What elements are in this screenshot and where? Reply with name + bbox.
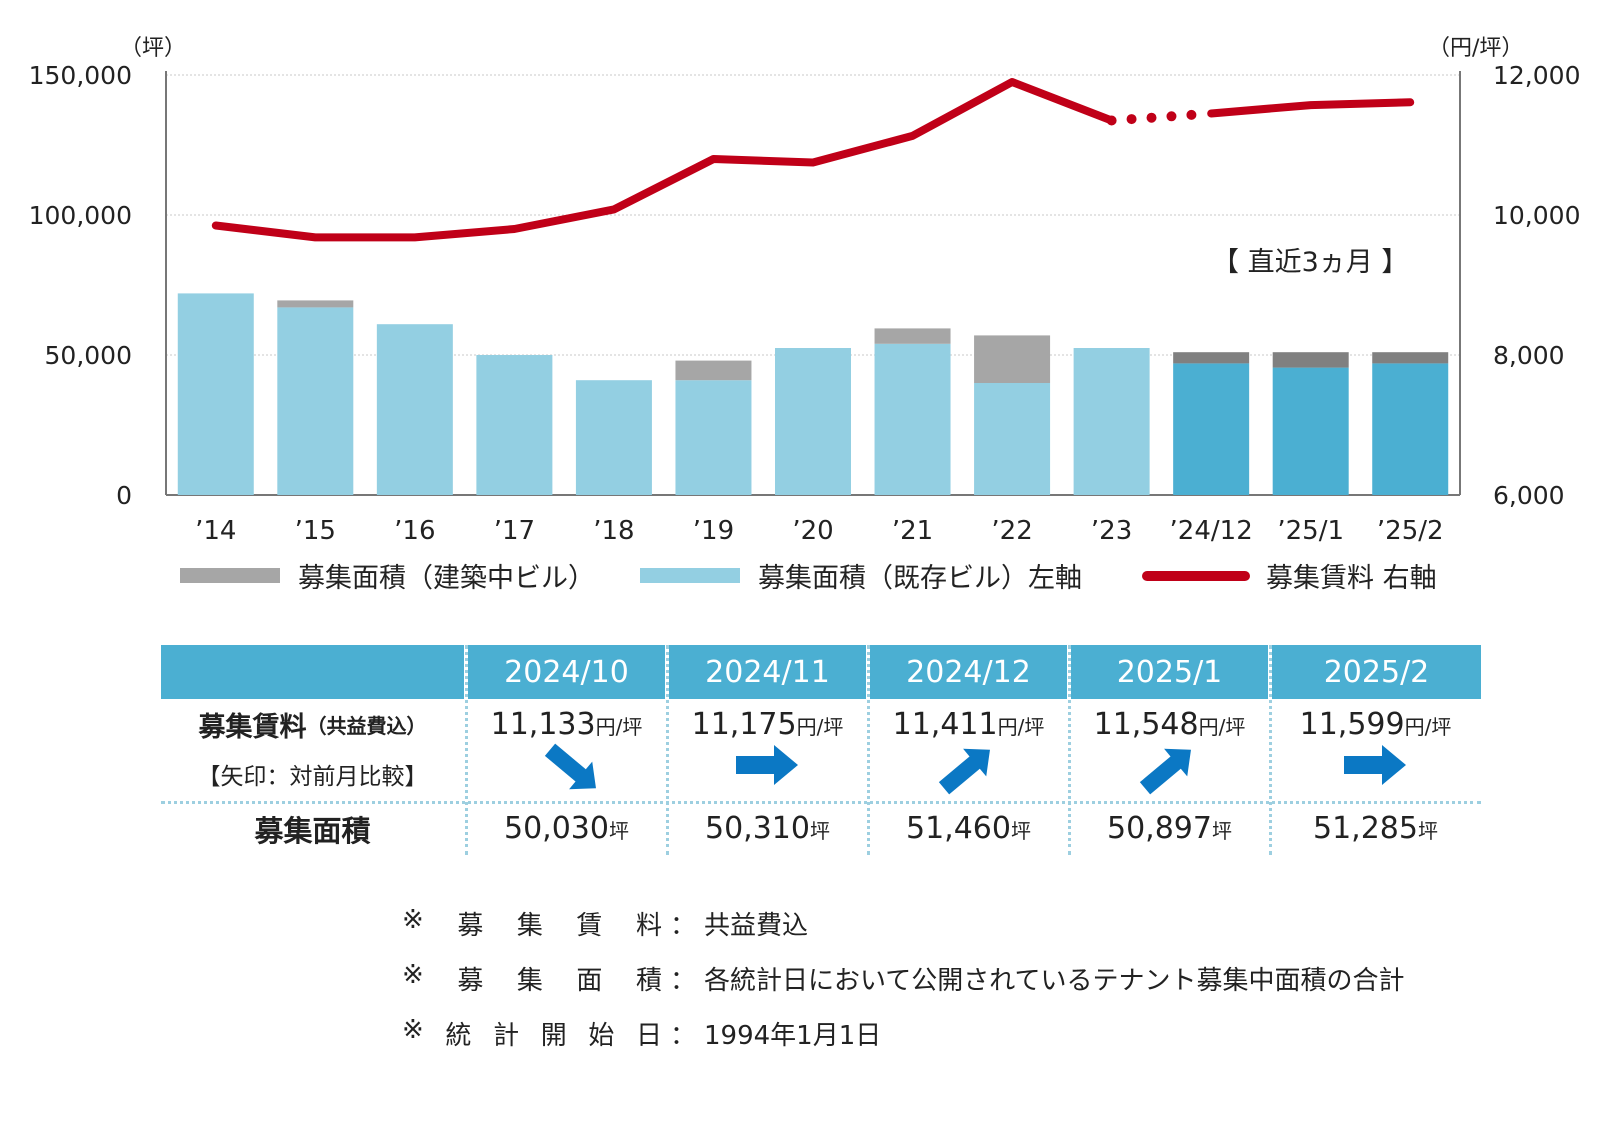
rent-line-recent [1207,98,1415,118]
column-divider [1068,645,1071,855]
x-tick-label: ’19 [693,516,734,546]
bar-existing [177,293,254,495]
bar-construction [974,335,1051,383]
legend-label-rent: 募集賃料 右軸 [1266,563,1437,594]
rent-cell-2025-2: 11,599 円/坪 [1299,707,1452,742]
legend-swatch-existing [640,568,740,583]
right-tick-label: 6,000 [1493,481,1565,510]
x-tick-label: ’16 [394,516,435,546]
area-cell-2024-10: 50,030 坪 [504,811,629,846]
x-tick-label: ’17 [494,516,535,546]
x-tick-label: ’23 [1091,516,1132,546]
column-divider [666,645,669,855]
bar-existing [376,324,453,495]
area-cell-2025-1: 50,897 坪 [1107,811,1232,846]
row-divider [161,801,1481,804]
area-cell-2024-12: 51,460 坪 [906,811,1031,846]
table-header-2025-2: 2025/2 [1272,645,1481,699]
bar-existing [575,380,652,495]
bar-construction [675,360,752,381]
footnote-area: ※ 募集面積 ： 各統計日において公開されているテナント募集中面積の合計 [402,960,1405,996]
bar-construction [1372,352,1449,364]
bar-existing [277,307,354,495]
legend-item-existing: 募集面積（既存ビル）左軸 [640,556,1082,595]
footnotes: ※ 募集賃料 ： 共益費込 ※ 募集面積 ： 各統計日において公開されているテナント… [402,905,1404,1070]
right-tick-label: 10,000 [1493,201,1580,230]
rent-row-label: 募集賃料 （共益費込） [198,711,427,743]
right-tick-label: 8,000 [1493,341,1565,370]
arrow-legend-label: 【矢印：対前月比較】 [197,764,428,790]
footnote-start-date: ※ 統計開始日 ： 1994年1月1日 [402,1015,882,1051]
arrow-up-icon [938,748,990,795]
bar-construction [874,328,951,344]
bar-existing [874,343,951,495]
bar-construction [277,300,354,308]
left-tick-label: 100,000 [29,201,132,230]
bar-existing [1372,363,1449,495]
left-tick-label: 50,000 [45,341,132,370]
legend-item-rent: 募集賃料 右軸 [1142,556,1437,595]
rent-cell-2024-10: 11,133 円/坪 [490,707,643,742]
bar-existing [1173,363,1250,495]
table-header-2024-10: 2024/10 [468,645,665,699]
area-cell-2025-2: 51,285 坪 [1313,811,1438,846]
x-tick-label: ’24/12 [1170,516,1253,546]
arrow-up-icon [1139,748,1191,795]
legend-label-existing: 募集面積（既存ビル）左軸 [758,563,1082,594]
table-header-corner [161,645,464,699]
x-tick-label: ’15 [295,516,336,546]
recent-3-months-annotation: 【 直近3ヵ月 】 [1212,247,1409,278]
table-header-2025-1: 2025/1 [1071,645,1268,699]
x-tick-label: ’25/2 [1377,516,1444,546]
arrow-flat-icon [736,745,798,785]
left-tick-label: 0 [116,481,132,510]
area-cell-2024-11: 50,310 坪 [705,811,830,846]
footnote-rent: ※ 募集賃料 ： 共益費込 [402,905,809,941]
column-divider [465,645,468,855]
bar-existing [1073,348,1150,495]
x-tick-label: ’18 [593,516,634,546]
column-divider [867,645,870,855]
bar-existing [675,380,752,495]
x-tick-label: ’22 [991,516,1032,546]
bar-construction [1272,352,1349,368]
x-tick-label: ’14 [195,516,236,546]
area-row-label: 募集面積 [254,814,371,848]
left-axis-unit: （坪） [120,36,187,61]
table-header-2024-12: 2024/12 [870,645,1067,699]
bar-existing [476,355,553,495]
rent-cell-2024-11: 11,175 円/坪 [691,707,844,742]
x-tick-label: ’20 [792,516,833,546]
x-tick-label: ’25/1 [1277,516,1344,546]
rent-area-chart: 0 50,000 100,000 150,000 6,000 8,000 10,000 12,… [29,61,1581,546]
rent-line [211,78,1116,242]
legend-swatch-rent [1142,570,1250,581]
bar-existing [1272,367,1349,495]
x-tick-label: ’21 [892,516,933,546]
arrow-down-icon [544,743,596,790]
legend-item-construction: 募集面積（建築中ビル） [180,556,595,595]
rent-cell-2024-12: 11,411 円/坪 [892,707,1045,742]
bar-existing [775,348,851,495]
right-axis-unit: （円/坪） [1428,36,1524,61]
legend-label-construction: 募集面積（建築中ビル） [298,563,595,594]
legend-swatch-construction [180,568,280,583]
arrow-flat-icon [1344,745,1406,785]
left-tick-label: 150,000 [29,61,132,90]
column-divider [1269,645,1272,855]
table-header-2024-11: 2024/11 [669,645,866,699]
bar-existing [974,383,1051,495]
rent-line-dotted-gap [1106,108,1217,126]
rent-cell-2025-1: 11,548 円/坪 [1093,707,1246,742]
bar-construction [1173,352,1250,364]
right-tick-label: 12,000 [1493,61,1580,90]
